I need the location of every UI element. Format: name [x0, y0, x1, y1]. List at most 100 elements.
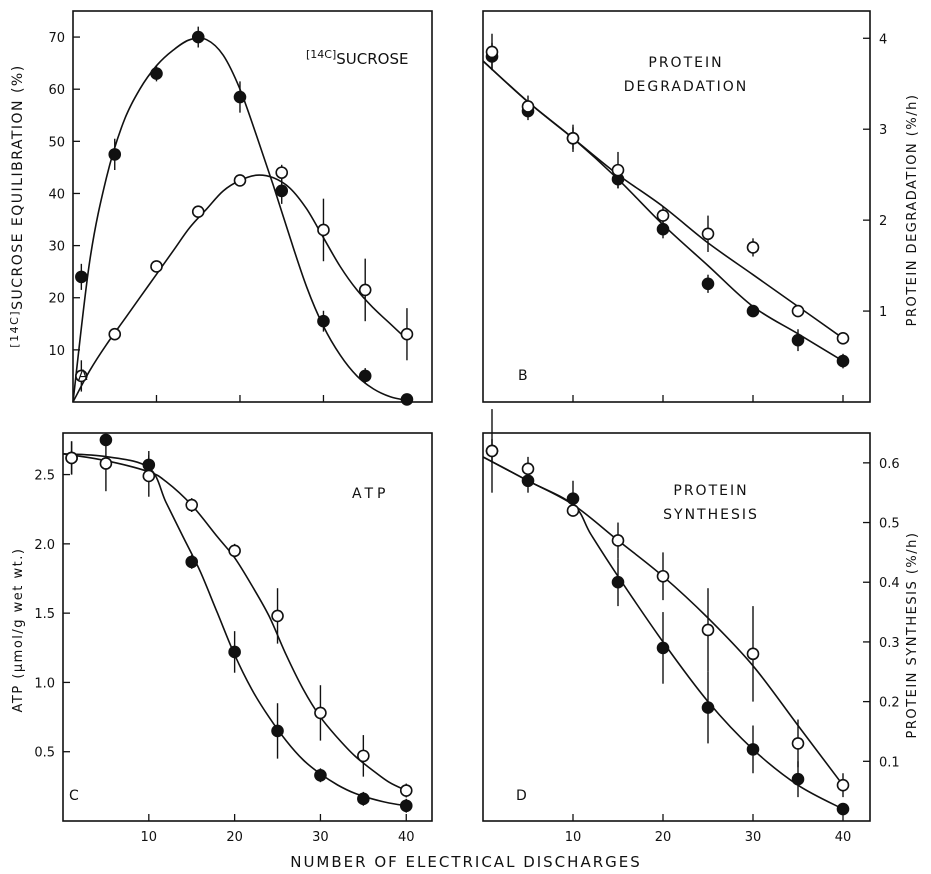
panel-c-frame — [62, 432, 433, 822]
panel-b-open-point — [791, 304, 805, 318]
panel-c-letter: C — [69, 788, 79, 804]
panel-c-x-tick-label: 10 — [141, 830, 158, 845]
panel-d-filled-point — [656, 641, 670, 655]
panel-c-annotation: ATP — [352, 486, 389, 502]
panel-b-open-point — [521, 100, 535, 113]
panel-a-ylabel-prefix: [14C] — [8, 310, 21, 348]
panel-d-filled-point — [836, 802, 850, 816]
panel-c-open-point — [271, 609, 284, 623]
panel-a-y-tick-label: 10 — [48, 344, 65, 359]
panel-c-filled-point — [271, 724, 284, 738]
panel-c-open-point — [399, 784, 413, 797]
panel-b-ylabel: PROTEIN DEGRADATION (%/h) — [905, 94, 920, 327]
panel-b-annotation-line1: PROTEIN — [648, 55, 723, 71]
panel-a-frame — [72, 10, 433, 403]
panel-d-y-tick-label: 0.5 — [879, 517, 900, 532]
panel-d-filled-point — [701, 701, 715, 714]
panel-b-protein-degradation: 1 2 3 4 B PROTEIN DEGRADATION PROTEIN DEGRA… — [482, 10, 920, 403]
panel-a-filled-curve — [72, 37, 408, 403]
panel-b-filled-point — [791, 333, 805, 347]
panel-c-y-tick-label: 1.5 — [34, 607, 55, 622]
panel-d-filled-point — [611, 575, 625, 589]
panel-d-open-point — [611, 534, 625, 547]
panel-a-y-tick-label: 50 — [48, 135, 65, 150]
panel-d-open-point — [746, 647, 760, 661]
panel-a-y-tick-label: 60 — [48, 83, 65, 98]
panel-a-filled-point — [400, 393, 414, 406]
panel-a-open-point — [275, 166, 289, 179]
panel-a-marks — [72, 26, 414, 406]
panel-b-y-tick-label: 2 — [879, 214, 887, 229]
panel-c-y-tick-label: 0.5 — [34, 746, 55, 761]
panel-d-annotation-line2: SYNTHESIS — [663, 507, 759, 523]
panel-c-open-point — [228, 544, 241, 558]
panel-c-filled-point — [399, 799, 413, 813]
panel-b-filled-point — [836, 354, 850, 368]
panel-c-y-tick-label: 1.0 — [34, 676, 55, 691]
panel-c-filled-point — [314, 768, 327, 782]
panel-a-open-point — [191, 205, 205, 219]
panel-b-open-point — [611, 163, 625, 177]
panel-d-frame — [482, 432, 871, 822]
panel-a-open-point — [75, 369, 88, 383]
panel-d-marks — [482, 409, 850, 816]
panel-b-y-tick-label: 4 — [879, 32, 887, 47]
panel-d-ylabel: PROTEIN SYNTHESIS (%/h) — [905, 532, 920, 739]
panel-b-ticks: 1 2 3 4 — [572, 32, 887, 402]
panel-a-annotation: [14C]SUCROSE — [306, 48, 408, 68]
panel-c-open-point — [142, 469, 156, 483]
panel-a-filled-point — [275, 184, 289, 198]
panel-b-filled-point — [656, 222, 670, 236]
panel-c-x-tick-label: 40 — [398, 830, 415, 845]
panel-c-open-curve — [62, 453, 407, 792]
panel-c-open-point — [357, 749, 370, 763]
panel-a-annotation-prefix: [14C] — [306, 48, 336, 61]
panel-d-x-tick-label: 20 — [655, 830, 672, 845]
panel-a-ticks: 10 20 30 40 50 60 70 — [48, 31, 408, 402]
panel-d-letter: D — [516, 788, 527, 804]
panel-c-open-point — [314, 706, 327, 720]
panel-b-marks — [482, 33, 850, 369]
panel-c-ylabel: ATP (μmol/g wet wt.) — [11, 548, 26, 713]
panel-a-y-tick-label: 20 — [48, 292, 65, 307]
panel-a-ylabel-main: SUCROSE EQUILIBRATION (%) — [10, 64, 26, 310]
panel-a-y-tick-label: 40 — [48, 187, 65, 202]
panel-b-open-curve — [482, 60, 844, 339]
panel-b-open-point — [836, 332, 850, 345]
panel-d-y-tick-label: 0.4 — [879, 576, 900, 591]
panel-d-protein-synthesis: 10 20 30 40 0.1 0.2 0.3 0.4 0.5 0.6 D PROTEIN SYN… — [482, 409, 920, 845]
panel-c-filled-point — [185, 555, 199, 569]
panel-d-y-tick-label: 0.1 — [879, 755, 900, 770]
panel-c-y-tick-label: 2.5 — [34, 469, 55, 484]
panel-d-x-tick-label: 40 — [835, 830, 852, 845]
panel-d-y-tick-label: 0.2 — [879, 696, 900, 711]
panel-a-letter: A — [78, 368, 88, 384]
panel-c-open-point — [185, 498, 199, 512]
panel-a-y-tick-label: 30 — [48, 240, 65, 255]
shared-x-axis-label: NUMBER OF ELECTRICAL DISCHARGES — [290, 853, 642, 871]
panel-d-filled-point — [746, 743, 760, 756]
panel-c-ticks: 10 20 30 40 0.5 1.0 1.5 2.0 2.5 — [34, 469, 414, 845]
panel-d-open-point — [566, 504, 580, 517]
panel-a-annotation-main: SUCROSE — [336, 50, 408, 68]
panel-c-open-point — [65, 451, 78, 465]
panel-c-atp: 10 20 30 40 0.5 1.0 1.5 2.0 2.5 C ATP ATP (μmol/… — [11, 432, 433, 845]
panel-a-open-point — [317, 223, 330, 237]
panel-d-filled-point — [791, 772, 805, 786]
panel-b-open-point — [746, 241, 760, 254]
panel-c-filled-point — [357, 792, 370, 806]
panel-c-y-tick-label: 2.0 — [34, 538, 55, 553]
panel-a-open-point — [150, 260, 163, 273]
panel-c-filled-point — [228, 645, 241, 659]
panel-a-ylabel: [14C]SUCROSE EQUILIBRATION (%) — [8, 64, 26, 347]
panel-d-open-point — [701, 623, 715, 637]
panel-b-letter: B — [518, 368, 528, 384]
panel-a-filled-point — [75, 270, 88, 284]
panel-d-y-tick-label: 0.6 — [879, 457, 900, 472]
panel-a-open-point — [358, 283, 372, 297]
panel-a-filled-point — [108, 148, 122, 161]
panel-b-filled-point — [746, 304, 760, 318]
panel-d-x-tick-label: 10 — [565, 830, 582, 845]
panel-a-filled-point — [358, 369, 372, 383]
